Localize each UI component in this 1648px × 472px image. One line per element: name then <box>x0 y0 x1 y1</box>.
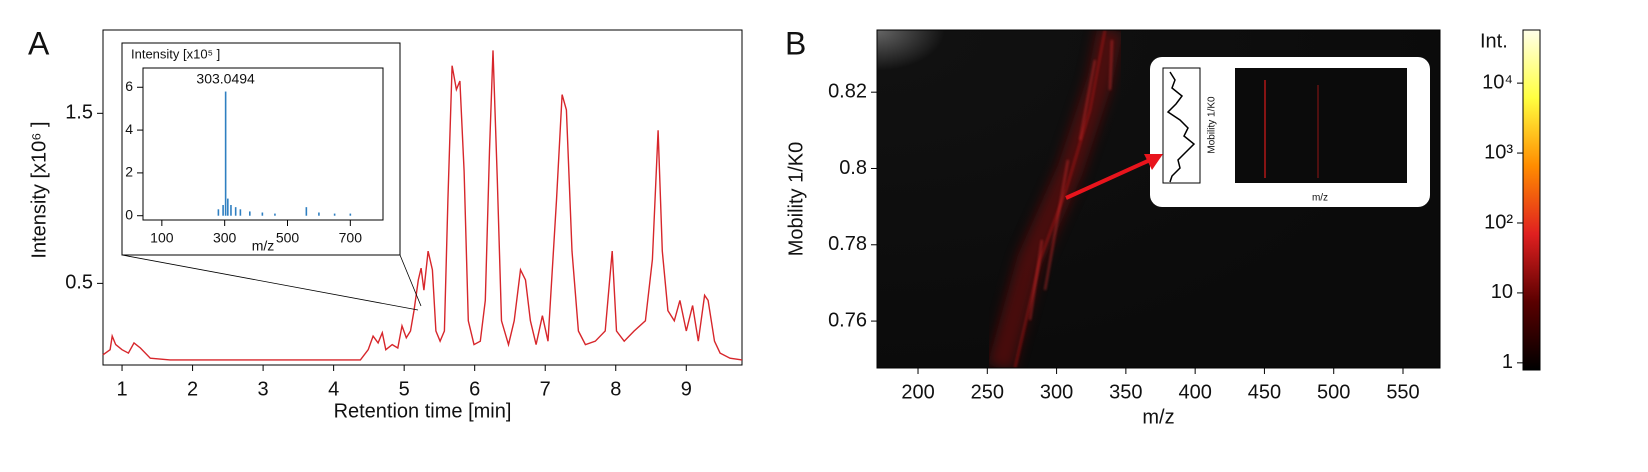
x-tick-label: 9 <box>681 378 692 400</box>
zoom-line <box>121 254 422 311</box>
colorbar-tick-label: 10³ <box>1484 141 1513 163</box>
x-tick-label: 550 <box>1386 381 1419 403</box>
x-tick-label: 3 <box>258 378 269 400</box>
x-tick-label: 4 <box>328 378 339 400</box>
inset-y-label: Mobility 1/K0 <box>1207 96 1218 154</box>
colorbar-title: Int. <box>1480 30 1508 52</box>
x-tick-label: 200 <box>901 381 934 403</box>
y-tick-label: 2 <box>125 164 133 180</box>
colorbar-tick-label: 10 <box>1491 281 1513 303</box>
x-tick-label: 300 <box>213 229 237 245</box>
x-tick-label: 2 <box>187 378 198 400</box>
y-tick-label: 1.5 <box>65 102 93 124</box>
x-axis-label: m/z <box>1142 406 1174 428</box>
chromatogram <box>102 50 743 361</box>
inset-x-label: m/z <box>1312 193 1328 204</box>
arrow <box>1065 158 1151 200</box>
mobilogram-frame <box>1162 67 1201 184</box>
y-tick-label: 6 <box>125 78 133 94</box>
x-tick-label: 450 <box>1248 381 1281 403</box>
y-tick-label: 0.5 <box>65 272 93 294</box>
x-tick-label: 300 <box>1040 381 1073 403</box>
y-tick-label: 0.78 <box>828 233 867 255</box>
plot-frame <box>876 29 1441 369</box>
x-tick-label: 6 <box>469 378 480 400</box>
x-tick-label: 250 <box>971 381 1004 403</box>
inset-x-label: m/z <box>252 238 275 254</box>
x-tick-label: 700 <box>339 229 363 245</box>
x-tick-label: 100 <box>150 229 174 245</box>
colorbar-tick-label: 10⁴ <box>1482 71 1513 93</box>
y-axis-label: Intensity [x10⁶ ] <box>28 121 50 258</box>
plot-frame <box>142 67 384 221</box>
y-axis-label: Mobility 1/K0 <box>785 142 807 257</box>
mobilogram <box>1166 71 1196 183</box>
inset-title: Intensity [x10⁵ ] <box>131 46 220 61</box>
colorbar-tick-label: 10² <box>1484 211 1513 233</box>
x-tick-label: 350 <box>1109 381 1142 403</box>
y-tick-label: 4 <box>125 121 133 137</box>
x-tick-label: 5 <box>399 378 410 400</box>
y-tick-label: 0.8 <box>839 157 867 179</box>
y-tick-label: 0.82 <box>828 80 867 102</box>
x-tick-label: 500 <box>276 229 300 245</box>
x-tick-label: 1 <box>116 378 127 400</box>
panel-label: A <box>28 25 50 61</box>
x-tick-label: 500 <box>1317 381 1350 403</box>
arrow-head <box>1144 154 1163 170</box>
x-axis-label: Retention time [min] <box>334 400 512 422</box>
inset-frame <box>121 42 401 256</box>
y-tick-label: 0 <box>125 206 133 222</box>
x-tick-label: 8 <box>610 378 621 400</box>
x-tick-label: 7 <box>540 378 551 400</box>
x-tick-label: 400 <box>1178 381 1211 403</box>
peak-label: 303.0494 <box>196 70 255 86</box>
inset-heatmap <box>1235 68 1407 183</box>
panel-label: B <box>785 25 806 61</box>
colorbar <box>1522 29 1541 371</box>
colorbar-tick-label: 1 <box>1502 351 1513 373</box>
plot-frame <box>102 29 743 366</box>
y-tick-label: 0.76 <box>828 309 867 331</box>
